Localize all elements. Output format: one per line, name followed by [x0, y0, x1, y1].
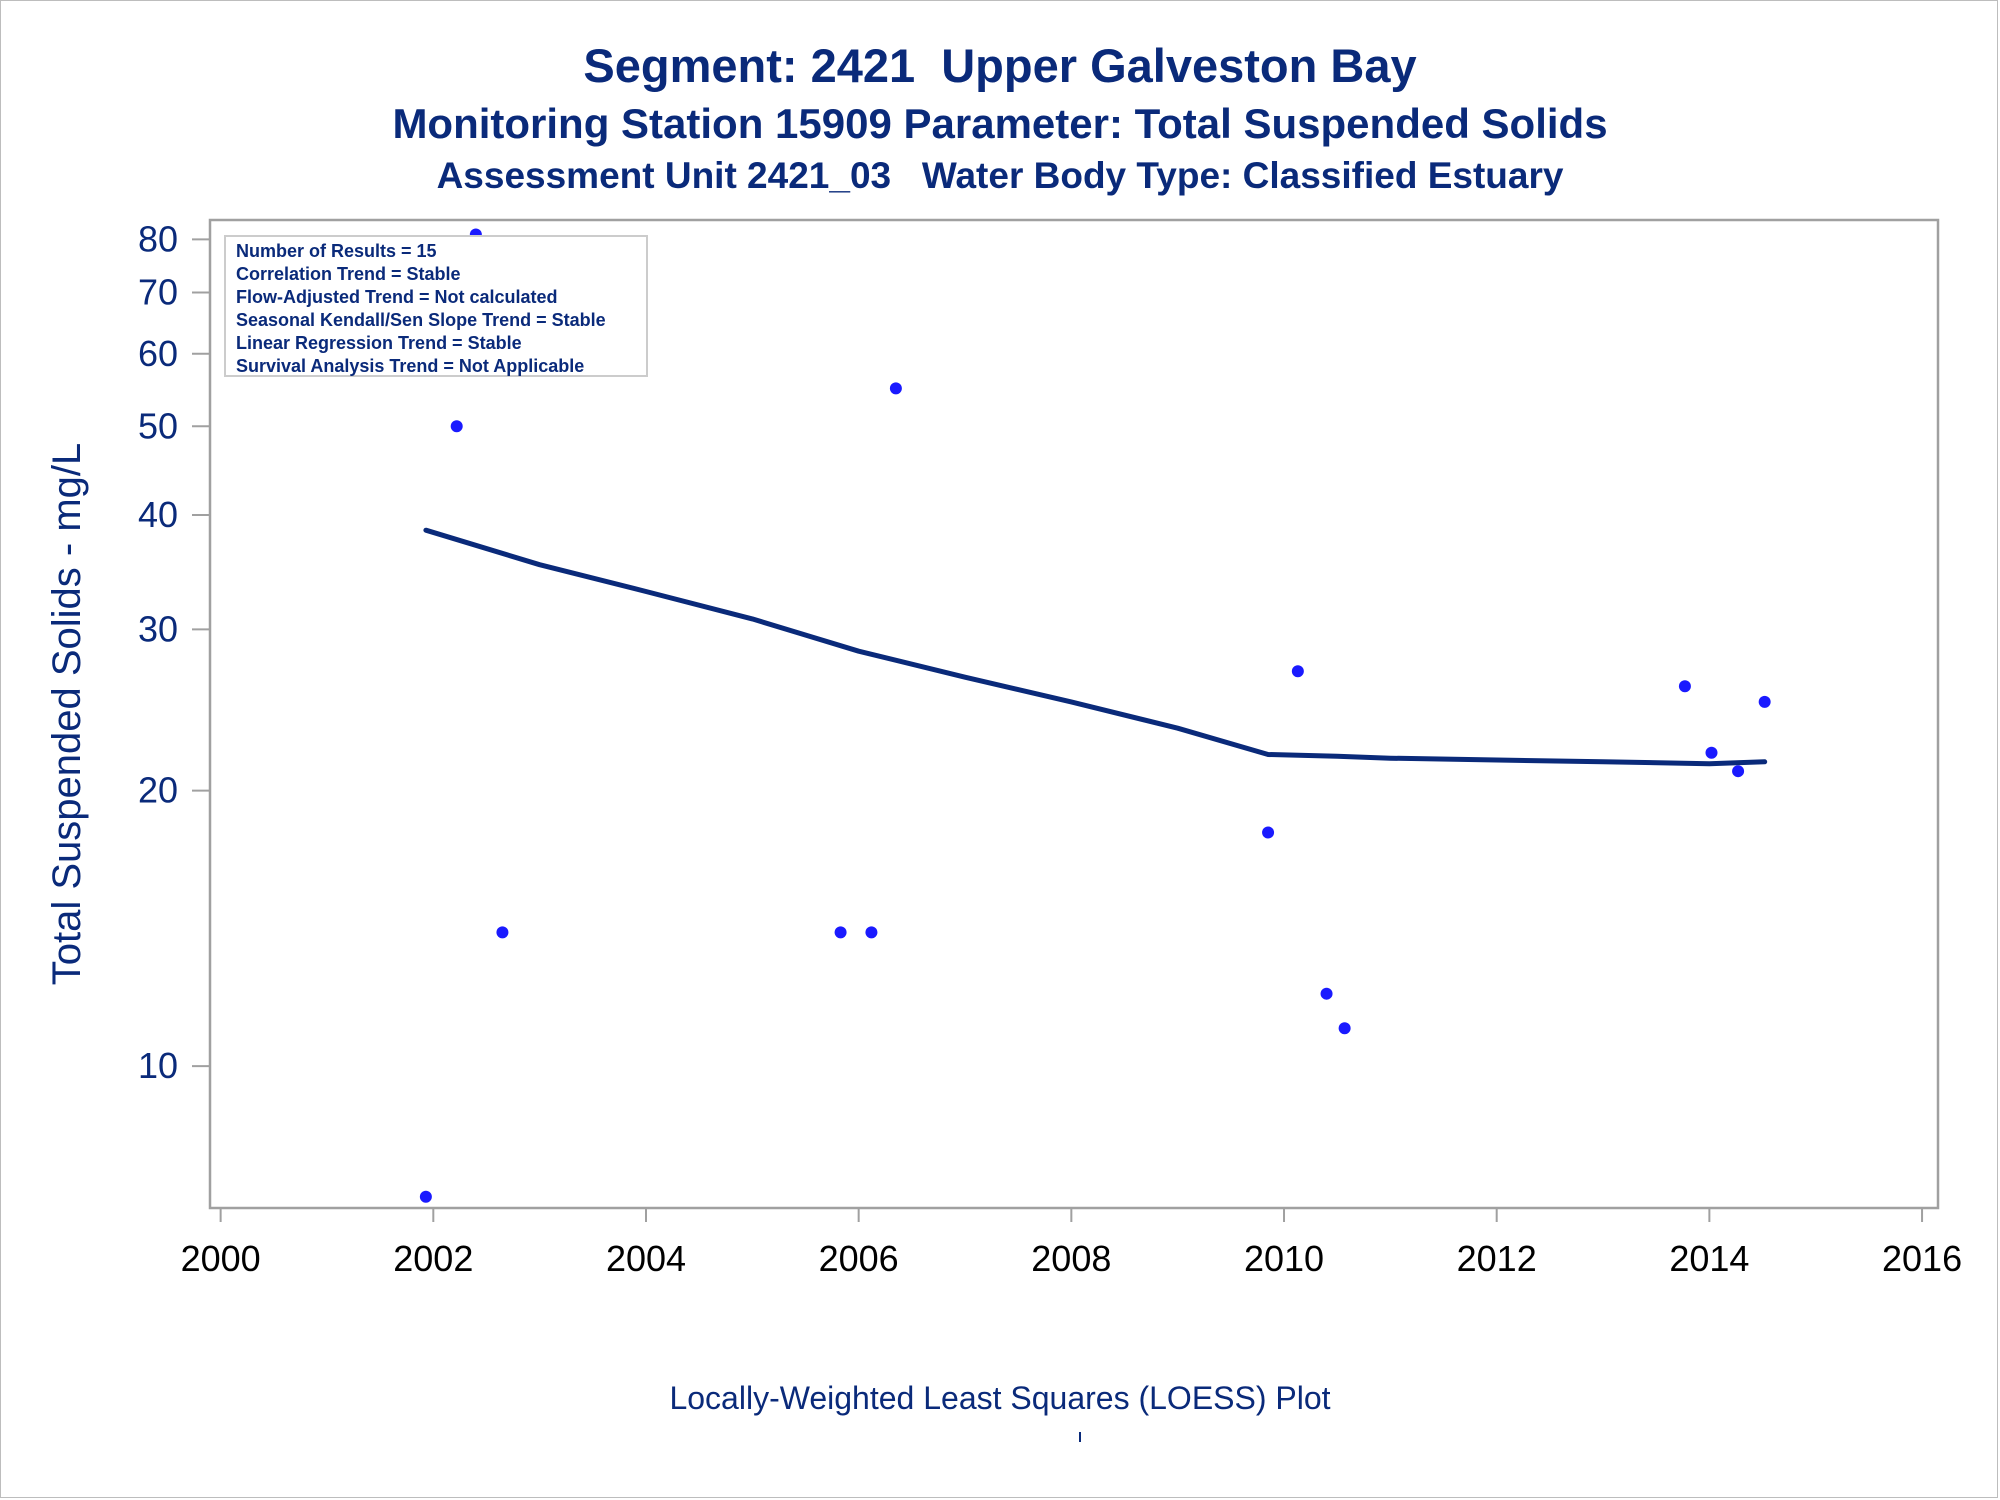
data-point	[889, 382, 902, 395]
stats-line: Survival Analysis Trend = Not Applicable	[236, 356, 584, 376]
x-tick-label: 2004	[606, 1238, 686, 1279]
x-tick-label: 2000	[181, 1238, 261, 1279]
data-point	[1732, 765, 1745, 778]
data-point	[1705, 746, 1718, 759]
x-tick-label: 2014	[1669, 1238, 1749, 1279]
x-tick-label: 2008	[1031, 1238, 1111, 1279]
x-tick-label: 2002	[393, 1238, 473, 1279]
y-axis-title: Total Suspended Solids - mg/L	[45, 443, 89, 986]
data-point	[496, 926, 509, 939]
y-tick-label: 80	[138, 218, 178, 259]
stats-line: Flow-Adjusted Trend = Not calculated	[236, 287, 558, 307]
data-point	[1291, 665, 1304, 678]
x-tick-label: 2016	[1882, 1238, 1962, 1279]
data-point	[1338, 1022, 1351, 1035]
x-axis: 2000 2002 2004 2006 2008 2010 2012 2014 2016	[181, 1208, 1962, 1279]
y-tick-label: 60	[138, 333, 178, 374]
stats-line: Seasonal Kendall/Sen Slope Trend = Stabl…	[236, 310, 606, 330]
y-tick-label: 40	[138, 494, 178, 535]
y-tick-label: 10	[138, 1045, 178, 1086]
chart-title: Segment: 2421 Upper Galveston Bay	[583, 39, 1417, 92]
plot-area-border	[208, 218, 1940, 1210]
x-tick-label: 2006	[819, 1238, 899, 1279]
chart-subtitle-assessment: Assessment Unit 2421_03 Water Body Type:…	[436, 155, 1564, 196]
footnote-mark	[1079, 1432, 1081, 1442]
footnote: Locally-Weighted Least Squares (LOESS) P…	[669, 1380, 1331, 1416]
x-tick-label: 2010	[1244, 1238, 1324, 1279]
data-point	[1758, 695, 1771, 708]
stats-box: Number of Results = 15 Correlation Trend …	[224, 235, 648, 377]
data-point	[865, 926, 878, 939]
stats-line: Correlation Trend = Stable	[236, 264, 461, 284]
x-tick-label: 2012	[1457, 1238, 1537, 1279]
y-axis: 10 20 30 40 50 60 70 80	[138, 218, 210, 1086]
data-point	[834, 926, 847, 939]
stats-line: Linear Regression Trend = Stable	[236, 333, 522, 353]
data-point	[450, 420, 463, 433]
stats-line: Number of Results = 15	[236, 241, 437, 261]
chart-subtitle-station: Monitoring Station 15909 Parameter: Tota…	[392, 100, 1608, 147]
stats-box-border	[224, 235, 648, 377]
loess-line	[423, 527, 1768, 767]
data-point	[1262, 826, 1275, 839]
data-point	[419, 1190, 432, 1203]
data-point	[1678, 680, 1691, 693]
loess-series	[423, 527, 1768, 767]
y-tick-label: 70	[138, 271, 178, 312]
y-tick-label: 50	[138, 405, 178, 446]
data-point	[1320, 987, 1333, 1000]
y-tick-label: 20	[138, 770, 178, 811]
y-tick-label: 30	[138, 608, 178, 649]
